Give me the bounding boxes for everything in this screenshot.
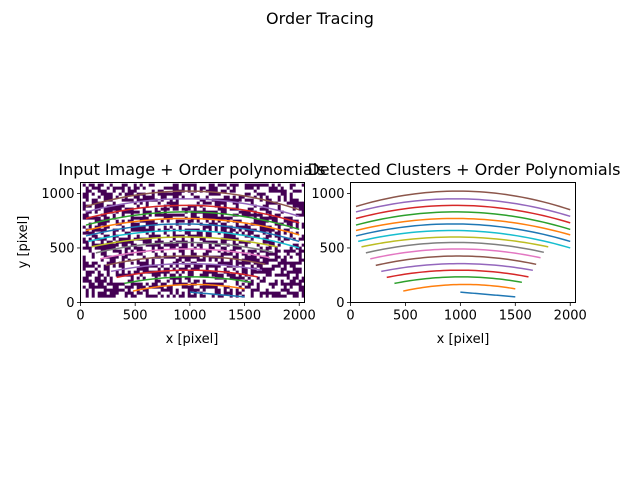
order-line-5 (110, 262, 263, 273)
order-line-3 (394, 276, 523, 285)
order-line-14 (355, 204, 571, 224)
order-line-15 (85, 198, 300, 218)
order-line-13 (85, 211, 300, 231)
noise-image (82, 183, 305, 298)
order-line-1 (460, 291, 516, 298)
order-line-3 (124, 276, 252, 285)
order-line-13 (355, 211, 571, 231)
x-tick-label: 1000 (173, 309, 206, 324)
order-line-11 (85, 223, 300, 243)
order-line-6 (375, 255, 537, 267)
x-tick-label: 1500 (499, 309, 532, 324)
order-line-4 (386, 269, 529, 279)
x-tick-label: 2000 (554, 309, 587, 324)
order-line-5 (381, 262, 534, 273)
order-polynomials (85, 190, 300, 298)
plot-frame (350, 182, 576, 303)
order-line-7 (370, 248, 541, 260)
order-line-2 (403, 283, 516, 292)
order-line-1 (189, 291, 245, 298)
axis-ticks: 0 500 1000 1500 2000 0 500 1000 (311, 187, 586, 324)
y-axis-label: y [pixel] (16, 216, 31, 269)
figure-title: Order Tracing (266, 9, 374, 28)
y-tick-label: 500 (320, 241, 345, 256)
order-line-16 (85, 190, 300, 211)
x-tick-label: 2000 (283, 309, 316, 324)
axis-ticks: 0 500 1000 1500 2000 0 500 1000 (41, 187, 315, 324)
order-polynomials (355, 190, 571, 298)
noise-pixels (82, 183, 305, 298)
order-line-12 (355, 217, 571, 236)
x-axis-label: x [pixel] (437, 332, 490, 347)
order-line-2 (132, 283, 245, 292)
y-tick-label: 0 (336, 296, 344, 311)
x-axis-label: x [pixel] (166, 332, 219, 347)
order-line-16 (355, 190, 571, 211)
order-line-15 (355, 198, 571, 218)
plot-frame (80, 182, 305, 303)
order-line-7 (100, 248, 270, 260)
x-tick-label: 0 (346, 309, 354, 324)
order-line-10 (87, 229, 300, 249)
y-tick-label: 1000 (41, 187, 74, 202)
order-line-8 (95, 241, 274, 254)
order-line-8 (365, 241, 545, 254)
x-tick-label: 0 (76, 309, 84, 324)
order-line-9 (91, 236, 278, 248)
order-line-14 (85, 204, 300, 224)
x-tick-label: 500 (393, 309, 418, 324)
plot-title-clusters: Detected Clusters + Order Polynomials (307, 160, 620, 179)
order-line-4 (116, 269, 258, 279)
plot-detected-clusters: Detected Clusters + Order Polynomials 0 5… (307, 160, 620, 347)
plot-title-input: Input Image + Order polynomials (58, 160, 325, 179)
order-line-6 (105, 255, 266, 267)
plot-input-image: Input Image + Order polynomials 0 500 1000… (16, 160, 326, 347)
order-line-11 (355, 223, 571, 243)
y-tick-label: 0 (66, 296, 74, 311)
y-tick-label: 500 (50, 241, 75, 256)
order-line-9 (361, 236, 549, 248)
y-tick-label: 1000 (311, 187, 344, 202)
order-line-10 (358, 229, 571, 249)
x-tick-label: 1000 (444, 309, 477, 324)
x-tick-label: 1500 (228, 309, 261, 324)
order-line-12 (85, 217, 300, 236)
x-tick-label: 500 (123, 309, 148, 324)
